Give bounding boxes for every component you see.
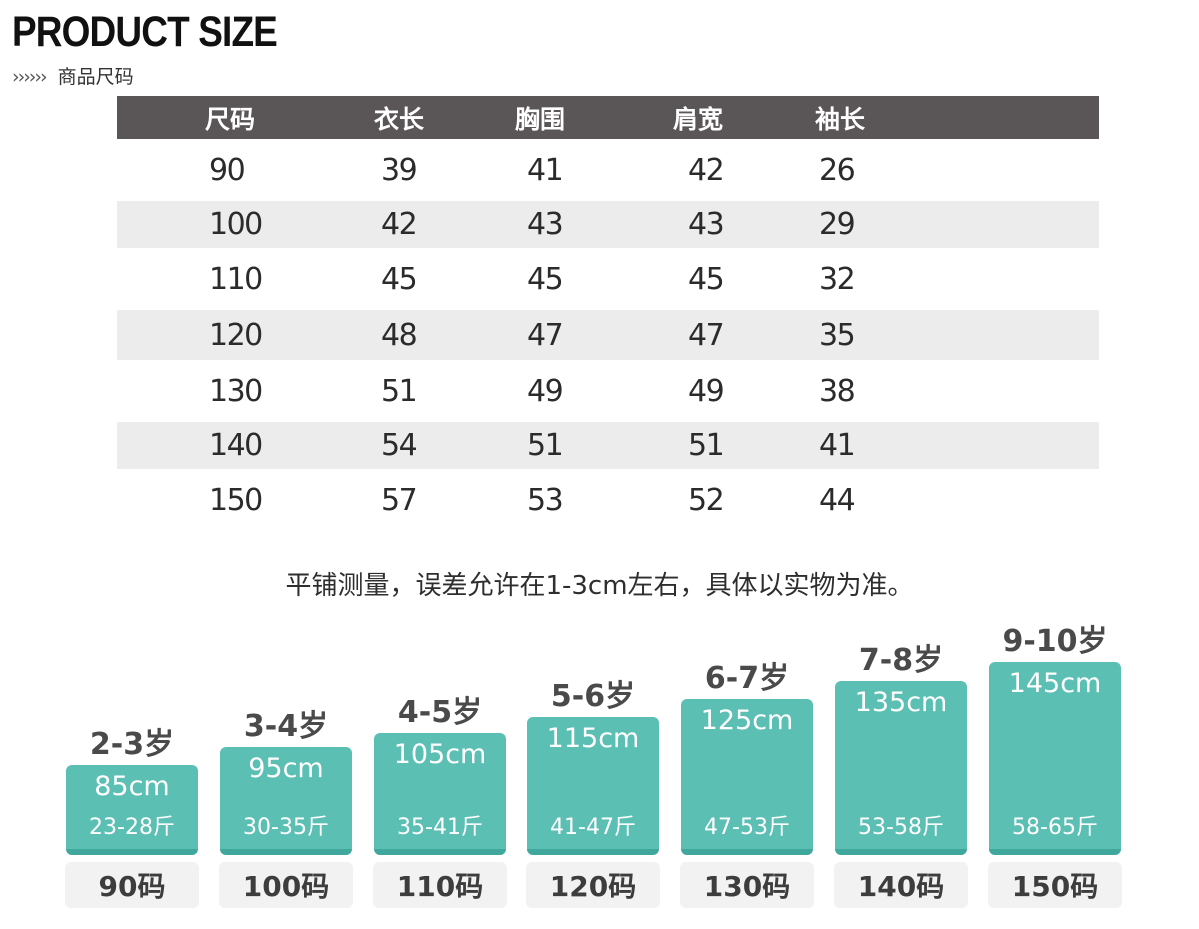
weight-label: 35-41斤 (397, 815, 483, 840)
size-tag: 100码 (219, 862, 353, 908)
table-cell: 100 (209, 207, 263, 242)
table-cell: 52 (688, 482, 725, 518)
table-cell: 51 (688, 428, 725, 463)
size-tag: 120码 (526, 862, 660, 908)
subtitle: ›››››› 商品尺码 (12, 62, 134, 89)
height-label: 145cm (1008, 668, 1102, 699)
height-bar: 125cm 47-53斤 (681, 699, 813, 855)
size-tag: 150码 (988, 862, 1122, 908)
table-cell: 45 (527, 261, 564, 297)
height-bar: 135cm 53-58斤 (835, 681, 967, 855)
age-label: 5-6岁 (550, 679, 636, 714)
weight-label: 47-53斤 (704, 815, 790, 840)
table-row: 90 39 41 42 26 (117, 139, 1099, 201)
age-label: 6-7岁 (704, 661, 790, 696)
header-chest: 胸围 (515, 104, 566, 134)
page-title: PRODUCT SIZE (12, 8, 278, 56)
weight-label: 30-35斤 (243, 815, 329, 840)
table-cell: 35 (819, 317, 856, 353)
table-cell: 150 (209, 482, 263, 518)
table-row: 150 57 53 52 44 (117, 469, 1099, 531)
table-cell: 53 (527, 482, 564, 518)
header-size: 尺码 (205, 104, 256, 134)
measurement-note: 平铺测量，误差允许在1-3cm左右，具体以实物为准。 (285, 571, 914, 601)
age-label: 9-10岁 (1002, 624, 1108, 659)
table-cell: 51 (381, 373, 418, 409)
table-cell: 45 (381, 261, 418, 297)
header-shoulder: 肩宽 (673, 104, 724, 134)
weight-label: 53-58斤 (858, 815, 944, 840)
header-sleeve: 袖长 (815, 104, 866, 134)
table-cell: 140 (209, 428, 263, 463)
height-bar: 145cm 58-65斤 (989, 662, 1121, 855)
height-bar: 95cm 30-35斤 (220, 747, 352, 855)
height-label: 95cm (248, 753, 324, 784)
table-cell: 43 (527, 207, 564, 242)
chevrons-icon: ›››››› (12, 66, 48, 88)
table-row: 140 54 51 51 41 (117, 422, 1099, 469)
table-body: 90 39 41 42 26 100 42 43 43 29 110 45 45 45 32 120 48 47 4… (117, 139, 1099, 531)
table-cell: 49 (688, 373, 725, 409)
height-bar: 85cm 23-28斤 (66, 765, 198, 855)
table-header-row: 尺码 衣长 胸围 肩宽 袖长 (117, 96, 1099, 139)
table-cell: 39 (381, 152, 418, 188)
size-tag: 130码 (680, 862, 814, 908)
table-cell: 45 (688, 261, 725, 297)
size-tag: 140码 (834, 862, 968, 908)
table-cell: 42 (381, 207, 418, 242)
age-label: 4-5岁 (397, 695, 483, 730)
table-cell: 26 (819, 152, 856, 188)
table-cell: 43 (688, 207, 725, 242)
size-tag: 90码 (65, 862, 199, 908)
table-cell: 110 (209, 261, 263, 297)
table-cell: 38 (819, 373, 856, 409)
table-cell: 44 (819, 482, 856, 518)
size-guide: 2-3岁 85cm 23-28斤 90码 3-4岁 95cm 30-35斤 100码 4-5岁 1… (0, 600, 1199, 929)
table-cell: 47 (527, 317, 564, 353)
table-row: 130 51 49 49 38 (117, 360, 1099, 422)
table-cell: 32 (819, 261, 856, 297)
table-row: 100 42 43 43 29 (117, 201, 1099, 248)
table-row: 110 45 45 45 32 (117, 248, 1099, 310)
table-row: 120 48 47 47 35 (117, 310, 1099, 360)
height-label: 125cm (700, 705, 794, 736)
weight-label: 41-47斤 (550, 815, 636, 840)
table-cell: 51 (527, 428, 564, 463)
height-label: 105cm (393, 739, 487, 770)
table-cell: 120 (209, 317, 263, 353)
height-bar: 105cm 35-41斤 (374, 733, 506, 855)
height-label: 115cm (546, 723, 640, 754)
age-label: 2-3岁 (89, 727, 175, 762)
table-cell: 90 (209, 152, 246, 188)
height-label: 85cm (94, 771, 170, 802)
table-cell: 57 (381, 482, 418, 518)
height-bar: 115cm 41-47斤 (527, 717, 659, 855)
height-label: 135cm (854, 687, 948, 718)
table-cell: 41 (819, 428, 856, 463)
table-cell: 48 (381, 317, 418, 353)
table-cell: 49 (527, 373, 564, 409)
table-cell: 42 (688, 152, 725, 188)
table-cell: 41 (527, 152, 564, 188)
table-cell: 47 (688, 317, 725, 353)
subtitle-text: 商品尺码 (57, 66, 134, 88)
weight-label: 23-28斤 (89, 815, 175, 840)
table-cell: 29 (819, 207, 856, 242)
size-table: 尺码 衣长 胸围 肩宽 袖长 90 39 41 42 26 100 42 43 43 29 110 4… (117, 96, 1099, 531)
age-label: 7-8岁 (858, 643, 944, 678)
table-cell: 130 (209, 373, 263, 409)
age-label: 3-4岁 (243, 709, 329, 744)
weight-label: 58-65斤 (1012, 815, 1098, 840)
size-tag: 110码 (373, 862, 507, 908)
header-length: 衣长 (374, 104, 425, 134)
table-cell: 54 (381, 428, 418, 463)
